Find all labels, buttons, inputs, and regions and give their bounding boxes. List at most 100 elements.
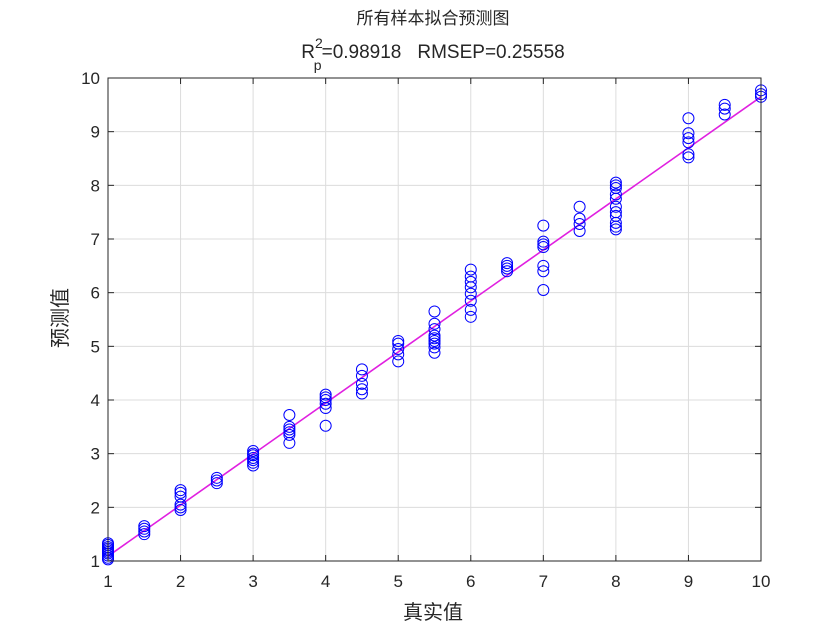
data-point xyxy=(718,108,731,121)
x-axis-label: 真实值 xyxy=(403,600,463,624)
y-tick-label: 3 xyxy=(91,445,100,464)
data-point xyxy=(428,341,441,354)
data-point xyxy=(138,528,151,541)
data-point xyxy=(247,459,260,472)
data-point xyxy=(319,419,332,432)
axes-frame xyxy=(107,77,762,562)
data-point xyxy=(682,151,695,164)
data-point xyxy=(247,447,260,460)
data-point xyxy=(210,477,223,490)
data-point xyxy=(283,409,296,422)
plot-area: 1 2 3 4 5 6 7 8 9 10 1 2 3 4 5 6 7 8 9 10 xyxy=(81,69,770,591)
data-point xyxy=(247,444,260,457)
data-point xyxy=(537,241,550,254)
data-point xyxy=(609,206,622,219)
axes-background xyxy=(108,78,761,561)
data-point xyxy=(573,200,586,213)
x-tick-label: 3 xyxy=(248,572,257,591)
data-point xyxy=(464,310,477,323)
data-point xyxy=(609,209,622,222)
data-point xyxy=(319,394,332,406)
data-point xyxy=(464,275,477,288)
data-point xyxy=(283,423,296,436)
data-point xyxy=(283,426,296,439)
data-point xyxy=(283,428,296,441)
data-point xyxy=(682,112,695,125)
data-point xyxy=(609,200,622,213)
x-tick-label: 10 xyxy=(752,572,771,591)
x-tick-label: 7 xyxy=(539,572,548,591)
data-point xyxy=(501,257,514,270)
y-tick-label: 1 xyxy=(91,552,100,571)
fit-line xyxy=(107,96,762,557)
y-axis-label: 预测值 xyxy=(48,288,72,348)
y-tick-label: 4 xyxy=(91,391,100,410)
r-symbol: R xyxy=(301,42,315,63)
data-point xyxy=(609,176,622,189)
data-point xyxy=(464,287,477,300)
data-point xyxy=(718,102,731,115)
y-tick-label: 7 xyxy=(91,230,100,249)
data-point xyxy=(247,451,260,464)
data-point xyxy=(428,332,441,345)
data-point xyxy=(428,305,441,318)
data-point xyxy=(573,212,586,225)
data-point xyxy=(682,132,695,145)
data-point xyxy=(174,490,187,503)
data-point xyxy=(609,223,622,236)
data-point xyxy=(174,484,187,497)
data-point xyxy=(464,263,477,276)
r-value: =0.98918 xyxy=(322,42,402,63)
data-point xyxy=(464,294,477,307)
data-point xyxy=(573,224,586,237)
data-point xyxy=(174,486,187,499)
r-subscript: p xyxy=(314,57,322,73)
x-tick-label: 1 xyxy=(103,572,112,591)
r-superscript: 2 xyxy=(315,35,323,51)
data-point xyxy=(138,525,151,538)
y-tick-label: 5 xyxy=(91,337,100,356)
y-tick-label: 6 xyxy=(91,284,100,303)
data-point xyxy=(355,363,368,376)
data-point xyxy=(319,388,332,401)
x-tick-label: 9 xyxy=(684,572,693,591)
data-point xyxy=(283,420,296,433)
rmsep-value: RMSEP=0.25558 xyxy=(417,42,564,63)
y-tick-label: 10 xyxy=(81,69,100,88)
chart-subtitle: R2 p=0.98918 RMSEP=0.25558 xyxy=(301,35,564,73)
data-point xyxy=(537,238,550,251)
data-point xyxy=(355,387,368,400)
data-point xyxy=(428,323,441,336)
data-point xyxy=(537,219,550,232)
data-point xyxy=(537,265,550,278)
data-point xyxy=(174,498,187,511)
data-point xyxy=(392,343,405,356)
data-point xyxy=(682,127,695,140)
data-point xyxy=(319,391,332,404)
data-point xyxy=(682,136,695,149)
chart-title: 所有样本拟合预测图 xyxy=(357,9,510,29)
data-point xyxy=(501,265,514,278)
data-point xyxy=(392,355,405,368)
data-point xyxy=(537,235,550,248)
data-point xyxy=(464,303,477,316)
data-point xyxy=(392,334,405,347)
data-point xyxy=(428,346,441,359)
data-point xyxy=(501,262,514,275)
data-point xyxy=(501,259,514,272)
data-point xyxy=(210,471,223,484)
data-point xyxy=(174,504,187,517)
data-point xyxy=(609,182,622,195)
data-point xyxy=(609,179,622,192)
data-point xyxy=(355,383,368,396)
data-point xyxy=(428,334,441,347)
x-tick-label: 6 xyxy=(466,572,475,591)
data-point xyxy=(718,98,731,111)
data-point xyxy=(210,474,223,487)
data-point xyxy=(464,270,477,283)
data-point xyxy=(355,377,368,390)
data-point xyxy=(428,337,441,350)
y-tick-label: 9 xyxy=(91,123,100,142)
data-point xyxy=(537,259,550,272)
